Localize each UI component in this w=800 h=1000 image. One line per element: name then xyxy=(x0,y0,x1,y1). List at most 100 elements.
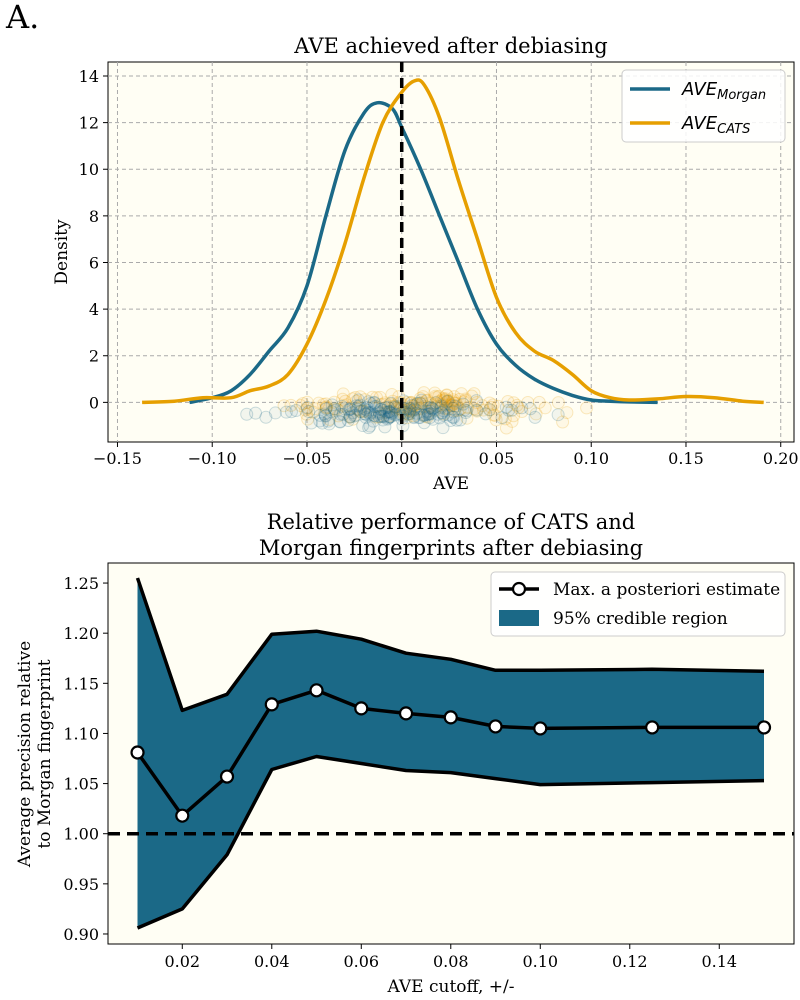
sample-point xyxy=(432,389,446,403)
sample-point xyxy=(413,391,427,405)
sample-point xyxy=(319,401,333,415)
legend-swatch-band xyxy=(499,610,539,626)
scatter-points xyxy=(240,386,594,435)
sample-point xyxy=(240,407,254,421)
y-tick-label: 10 xyxy=(79,160,99,179)
sample-point xyxy=(358,407,372,421)
x-tick-label: −0.10 xyxy=(188,449,237,468)
sample-point xyxy=(397,394,411,408)
sample-point xyxy=(446,401,460,415)
sample-point xyxy=(313,414,327,428)
sample-point xyxy=(336,407,350,421)
sample-point xyxy=(538,401,552,415)
sample-point xyxy=(351,403,365,417)
sample-point xyxy=(436,421,450,435)
sample-point xyxy=(319,397,333,411)
sample-point xyxy=(404,395,418,409)
sample-point xyxy=(437,407,451,421)
sample-point xyxy=(382,405,396,419)
x-axis-label: AVE xyxy=(432,474,469,494)
sample-point xyxy=(401,407,415,421)
sample-point xyxy=(354,405,368,419)
sample-point xyxy=(401,407,415,421)
sample-point xyxy=(417,386,431,400)
sample-point xyxy=(384,396,398,410)
sample-point xyxy=(426,402,440,416)
sample-point xyxy=(362,421,376,435)
sample-point xyxy=(460,411,474,425)
sample-point xyxy=(346,406,360,420)
sample-point xyxy=(333,407,347,421)
x-tick-label: 0.14 xyxy=(701,952,737,971)
x-axis-label: AVE cutoff, +/- xyxy=(386,977,514,997)
sample-point xyxy=(358,402,372,416)
sample-point xyxy=(333,415,347,429)
sample-point xyxy=(442,402,456,416)
sample-point xyxy=(381,411,395,425)
x-tick-label: 0.20 xyxy=(763,449,799,468)
sample-point xyxy=(403,405,417,419)
sample-point xyxy=(483,403,497,417)
estimate-point xyxy=(488,719,503,734)
sample-point xyxy=(306,405,320,419)
sample-point xyxy=(434,394,448,408)
sample-point xyxy=(381,400,395,414)
sample-point xyxy=(319,402,333,416)
sample-point xyxy=(428,386,442,400)
sample-point xyxy=(507,409,521,423)
sample-point xyxy=(456,397,470,411)
sample-point xyxy=(505,403,519,417)
sample-point xyxy=(580,401,594,415)
sample-point xyxy=(386,394,400,408)
sample-point xyxy=(407,399,421,413)
sample-point xyxy=(373,398,387,412)
sample-point xyxy=(374,410,388,424)
legend: Max. a posteriori estimate 95% credible r… xyxy=(490,571,786,637)
sample-point xyxy=(529,407,543,421)
sample-point xyxy=(418,408,432,422)
legend: AVEMorgan AVECATS xyxy=(621,69,786,143)
sample-point xyxy=(459,392,473,406)
sample-point xyxy=(449,396,463,410)
sample-point xyxy=(511,401,525,415)
sample-point xyxy=(461,401,475,415)
sample-point xyxy=(528,410,542,424)
credible-region xyxy=(137,578,764,928)
sample-point xyxy=(299,407,313,421)
sample-point xyxy=(379,401,393,415)
y-axis-ticks: 0.90 0.95 1.00 1.05 1.10 1.15 1.20 1.25 xyxy=(63,574,108,944)
sample-point xyxy=(437,393,451,407)
sample-point xyxy=(369,410,383,424)
sample-point xyxy=(438,394,452,408)
sample-point xyxy=(510,398,524,412)
sample-point xyxy=(318,409,332,423)
estimate-point xyxy=(443,710,458,725)
sample-point xyxy=(470,404,484,418)
sample-point xyxy=(423,407,437,421)
sample-point xyxy=(372,410,386,424)
sample-point xyxy=(319,409,333,423)
x-tick-label: 0.05 xyxy=(479,449,515,468)
sample-point xyxy=(475,399,489,413)
sample-point xyxy=(378,396,392,410)
sample-point xyxy=(412,411,426,425)
sample-point xyxy=(406,399,420,413)
sample-point xyxy=(403,404,417,418)
sample-point xyxy=(409,403,423,417)
sample-point xyxy=(458,403,472,417)
sample-point xyxy=(424,400,438,414)
y-tick-label: 1.15 xyxy=(63,674,99,693)
sample-point xyxy=(379,405,393,419)
sample-point xyxy=(447,390,461,404)
sample-point xyxy=(429,389,443,403)
sample-point xyxy=(459,393,473,407)
sample-point xyxy=(425,401,439,415)
sample-point xyxy=(315,416,329,430)
sample-point xyxy=(556,415,570,429)
sample-point xyxy=(268,406,282,420)
sample-point xyxy=(502,403,516,417)
sample-point xyxy=(364,405,378,419)
sample-point xyxy=(409,397,423,411)
sample-point xyxy=(299,403,313,417)
